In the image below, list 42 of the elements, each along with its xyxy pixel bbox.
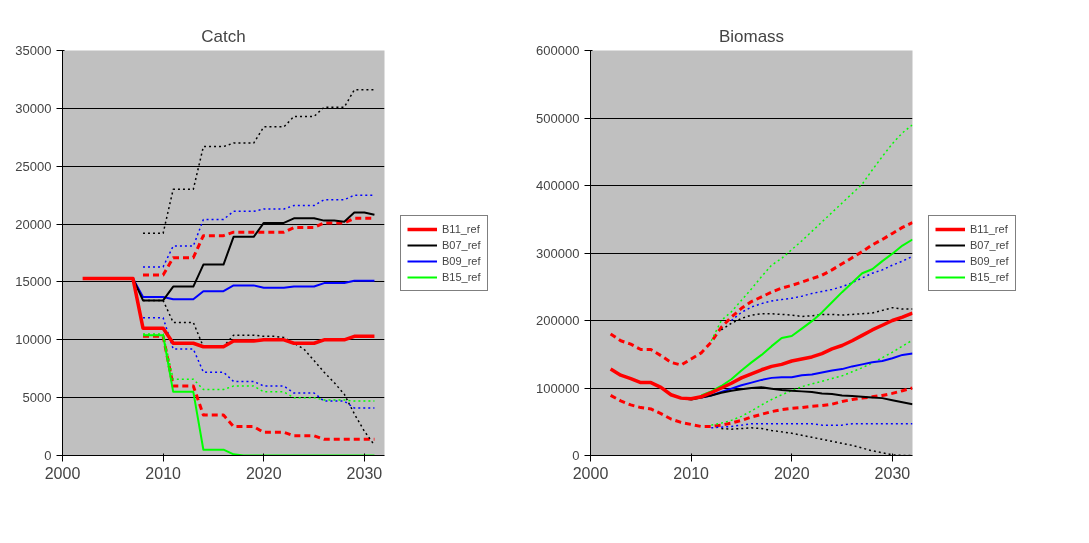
x-tick-label: 2000 <box>44 464 81 482</box>
y-tick-label: 0 <box>44 448 52 463</box>
line-series <box>710 124 913 342</box>
legend-label: B09_ref <box>442 253 481 268</box>
y-tick-label: 25000 <box>15 158 52 174</box>
y-tick-label: 20000 <box>15 216 52 232</box>
y-tick-label: 600000 <box>536 43 580 58</box>
y-tick-label: 10000 <box>15 332 52 348</box>
line-series <box>80 276 377 349</box>
legend-label: B15_ref <box>442 269 481 284</box>
chart-title: Catch <box>201 26 246 46</box>
legend-label: B11_ref <box>970 221 1008 236</box>
line-series <box>730 255 913 322</box>
y-tick-label: 35000 <box>15 43 52 58</box>
legend-label: B07_ref <box>442 237 481 252</box>
y-tick-label: 200000 <box>536 313 580 328</box>
line-series <box>700 238 913 397</box>
y-tick-label: 400000 <box>536 178 580 193</box>
y-tick-label: 500000 <box>536 110 580 126</box>
line-series <box>609 221 913 367</box>
x-tick-label: 2020 <box>245 464 282 482</box>
line-series <box>142 317 376 409</box>
y-tick-label: 0 <box>572 448 580 463</box>
y-tick-label: 100000 <box>536 380 580 396</box>
line-series <box>710 339 913 426</box>
x-tick-label: 2010 <box>145 464 182 482</box>
y-tick-label: 5000 <box>22 390 52 406</box>
x-tick-label: 2000 <box>572 464 609 482</box>
y-tick-label: 30000 <box>15 100 52 116</box>
legend-label: B07_ref <box>970 237 1009 252</box>
legend-label: B09_ref <box>970 253 1009 268</box>
legend-label: B15_ref <box>970 269 1009 284</box>
y-tick-label: 300000 <box>536 245 580 261</box>
x-tick-label: 2020 <box>773 464 810 482</box>
chart-title: Biomass <box>718 26 785 46</box>
line-series <box>608 311 913 401</box>
y-tick-label: 15000 <box>15 274 52 290</box>
x-tick-label: 2030 <box>346 464 383 482</box>
x-tick-label: 2030 <box>874 464 911 482</box>
x-tick-label: 2010 <box>673 464 710 482</box>
line-series <box>609 386 913 428</box>
legend-label: B11_ref <box>442 221 480 236</box>
